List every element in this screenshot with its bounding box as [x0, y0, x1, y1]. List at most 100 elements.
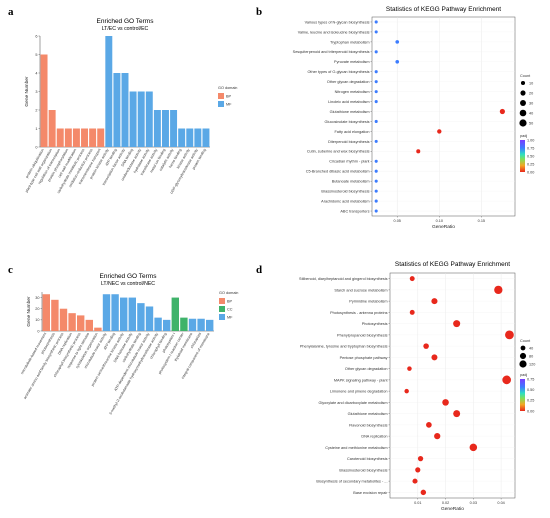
bar-chlorophyll-binding — [163, 319, 171, 331]
y-tick-label: Photosynthesis - antenna proteins — [330, 311, 388, 315]
y-tick-label: 5 — [35, 53, 37, 57]
panel-label-b: b — [256, 6, 262, 18]
x-tick-label: 0.04 — [497, 501, 504, 505]
padj-legend-label: 0.00 — [527, 170, 534, 174]
bar-atp-binding — [111, 294, 119, 331]
y-tick-label: Diterpenoid biosynthesis — [328, 140, 369, 144]
y-tick-label: Glutathione metabolism — [330, 110, 370, 114]
y-tick-label: Circadian rhythm - plant — [329, 160, 370, 164]
bar-cytoskeleton-organization — [94, 327, 102, 331]
bar-carbohydrate-metabolic-process — [81, 128, 89, 147]
dot-phenylpropanoid-biosynthesis — [505, 330, 514, 340]
plot-frame — [371, 16, 516, 217]
y-tick-label: Glyoxylate and dicarboxylate metabolism — [318, 401, 387, 405]
dot-linoleic-acid-metabolism — [374, 100, 378, 104]
bar-dna-binding — [129, 91, 137, 147]
count-legend-label: 30 — [529, 101, 533, 105]
y-tick-label: Tryptophan metabolism — [330, 40, 370, 44]
x-axis-title: GeneRatio — [432, 224, 455, 230]
dot-other-glycan-degradation — [407, 366, 412, 371]
count-legend-dot — [519, 360, 527, 368]
x-tick-label: 0.15 — [478, 219, 485, 223]
dot-brassinosteroid-biosynthesis — [374, 189, 378, 193]
panel-label-d: d — [256, 264, 262, 276]
y-tick-label: Limonene and pinene degradation — [330, 390, 388, 394]
padj-legend-label: 0.75 — [527, 146, 534, 150]
count-legend-dot — [519, 109, 527, 117]
bar-atp-binding — [113, 73, 121, 147]
count-legend-dot — [520, 345, 526, 351]
y-tick-label: DNA replication — [361, 435, 387, 439]
legend-title: GO domain — [219, 291, 238, 295]
legend-swatch-mf — [219, 314, 225, 320]
dot-tryptophan-metabolism — [395, 40, 400, 44]
dot-diterpenoid-biosynthesis — [374, 139, 378, 143]
y-tick-label: Biosynthesis of secondary metabolites - … — [316, 480, 387, 484]
count-legend-label: 20 — [529, 91, 533, 95]
bar-metal-ion-binding — [161, 110, 169, 147]
chart-title: Statistics of KEGG Pathway Enrichment — [386, 6, 501, 13]
bar-hydrolase-activity — [145, 91, 153, 147]
bar-protein-ubiquitination — [40, 54, 48, 147]
dot-arachidonic-acid-metabolism — [374, 199, 378, 203]
dot-valine-leucine-and-isoleucine-biosynthesis — [374, 30, 378, 34]
legend-label: BP — [226, 95, 232, 99]
bar-photosystem-i — [171, 297, 179, 331]
y-tick-label: MAPK signaling pathway - plant — [334, 378, 389, 382]
y-tick-label: Other glycan degradation — [345, 367, 388, 371]
bar-oxidoreductase-activity — [137, 91, 145, 147]
chart-title: Enriched GO Terms — [97, 18, 155, 25]
y-tick-label: Starch and sucrose metabolism — [334, 288, 387, 292]
bar-3-methyl-2-oxobutanoate-hydroxymethyltransferase-activity — [154, 317, 162, 331]
x-tick-label: 0.01 — [414, 501, 421, 505]
dot-cysteine-and-methionine-metabolism — [469, 443, 478, 452]
chart-title: Statistics of KEGG Pathway Enrichment — [395, 261, 510, 268]
bar-chloroplast — [197, 318, 205, 331]
padj-legend-label: 0.25 — [527, 399, 534, 403]
chart-subtitle: LT/EC vs control/EC — [102, 26, 149, 32]
count-legend-dot — [519, 119, 527, 127]
bar-thylakoid-membrane — [188, 318, 197, 331]
y-tick-label: Stilbenoid, diarylheptanoid and gingerol… — [299, 277, 388, 281]
bar-oxidation-reduction-process — [89, 128, 97, 147]
count-legend-label: 40 — [529, 346, 533, 350]
legend-label: MF — [226, 103, 232, 107]
legend-swatch-cc — [219, 306, 225, 312]
padj-legend-label: 0.50 — [527, 388, 534, 392]
y-tick-label: Carotenoid biosynthesis — [347, 457, 388, 461]
y-tick-label: 6 — [35, 34, 37, 38]
y-tick-label: 20 — [35, 307, 39, 311]
count-legend-title: Count — [520, 74, 531, 78]
bar-protein-phosphorylation — [64, 128, 72, 147]
panel-label-a: a — [8, 6, 14, 18]
dot-glutathione-metabolism — [499, 108, 505, 115]
count-legend-dot — [520, 90, 526, 96]
bar-microtubule-motor-activity — [102, 294, 111, 331]
bar-protein-serine-threonine-kinase-activity — [120, 297, 128, 331]
bar-transferase-activity — [153, 110, 161, 147]
bar-protein-binding — [202, 128, 210, 147]
y-tick-label: 2 — [35, 108, 37, 112]
y-tick-label: Brassinosteroid biosynthesis — [339, 468, 387, 472]
count-legend-title: Count — [520, 339, 531, 343]
y-tick-label: Linoleic acid metabolism — [328, 100, 369, 104]
bar-photosynthesis — [51, 299, 59, 331]
x-tick-label: 0.10 — [436, 219, 443, 223]
dot-abc-transporters — [374, 209, 378, 213]
count-legend-label: 120 — [529, 362, 535, 366]
y-tick-label: 3 — [35, 90, 37, 94]
count-legend-label: 40 — [529, 111, 533, 115]
y-tick-label: Glutathione metabolism — [348, 412, 388, 416]
y-tick-label: C5-Branched dibasic acid metabolism — [306, 170, 370, 174]
plot-frame — [389, 272, 516, 499]
padj-legend-label: 0.75 — [527, 377, 534, 381]
bar-transmembrane-transport — [97, 128, 105, 147]
count-legend-label: 10 — [529, 81, 533, 85]
dot-glutathione-metabolism — [453, 410, 461, 418]
dot-phenylalanine-tyrosine-and-tryptophan-biosynthesis — [423, 343, 429, 349]
dot-carotenoid-biosynthesis — [417, 455, 424, 462]
bar-carbohydrate-binding — [137, 303, 145, 331]
padj-legend-label: 0.00 — [527, 409, 534, 413]
x-axis-title: GeneRatio — [441, 506, 464, 512]
